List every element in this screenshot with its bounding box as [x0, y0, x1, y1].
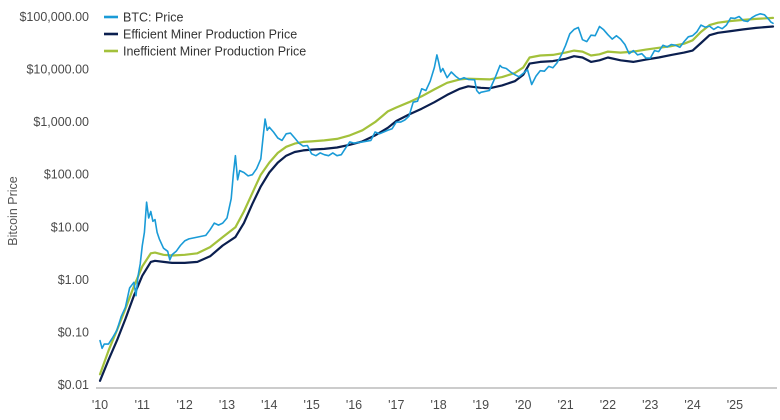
x-tick-label: '15: [303, 398, 319, 412]
y-tick-label: $100,000.00: [19, 10, 89, 24]
y-axis-title: Bitcoin Price: [6, 176, 20, 246]
efficient-miner-line: [98, 25, 775, 382]
legend-label: Inefficient Miner Production Price: [123, 45, 306, 59]
x-tick-label: '25: [727, 398, 743, 412]
x-tick-label: '11: [135, 398, 150, 412]
x-tick-label: '18: [430, 398, 446, 412]
y-tick-label: $1,000.00: [33, 115, 89, 129]
y-tick-label: $10.00: [51, 220, 89, 234]
y-tick-label: $0.01: [58, 378, 89, 392]
x-tick-label: '23: [642, 398, 658, 412]
x-tick-label: '14: [261, 398, 277, 412]
x-tick-label: '22: [600, 398, 616, 412]
inefficient-miner-line: [98, 16, 775, 376]
y-tick-label: $0.10: [58, 325, 89, 339]
legend-label: BTC: Price: [123, 11, 183, 25]
x-tick-label: '21: [557, 398, 573, 412]
x-tick-label: '12: [177, 398, 193, 412]
btc-price-line: [99, 13, 774, 350]
y-tick-label: $100.00: [44, 168, 89, 182]
legend: BTC: Price Efficient Miner Production Pri…: [104, 11, 306, 59]
x-tick-label: '17: [388, 398, 404, 412]
y-tick-label: $1.00: [58, 273, 89, 287]
x-tick-label: '10: [92, 398, 108, 412]
x-tick-label: '16: [346, 398, 362, 412]
legend-label: Efficient Miner Production Price: [123, 28, 297, 42]
x-tick-label: '24: [684, 398, 700, 412]
x-tick-label: '13: [219, 398, 235, 412]
x-tick-label: '19: [473, 398, 489, 412]
series-layer: [98, 13, 775, 382]
y-tick-label: $10,000.00: [26, 63, 89, 77]
x-axis-ticks: '10 '11 '12 '13 '14 '15 '16 '17 '18 '19 '20 '21 '22 '…: [92, 398, 743, 412]
x-tick-label: '20: [515, 398, 531, 412]
y-axis-ticks: $0.01 $0.10 $1.00 $10.00 $100.00 $1,000.00 $10…: [19, 10, 89, 392]
